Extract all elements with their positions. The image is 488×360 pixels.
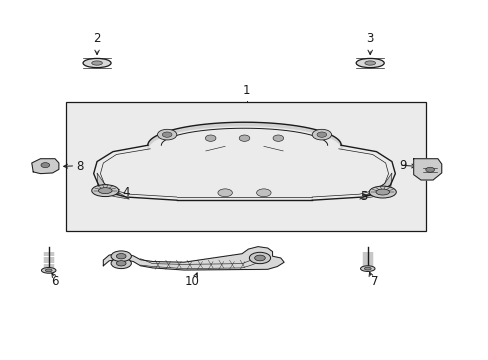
Ellipse shape (425, 167, 434, 172)
Ellipse shape (256, 189, 270, 197)
Ellipse shape (311, 129, 331, 140)
Ellipse shape (364, 61, 375, 65)
Polygon shape (97, 173, 129, 199)
Ellipse shape (157, 129, 177, 140)
Ellipse shape (239, 135, 249, 141)
Ellipse shape (111, 251, 131, 261)
Text: 5: 5 (360, 190, 367, 203)
Ellipse shape (83, 58, 111, 68)
Ellipse shape (98, 188, 112, 194)
Text: 6: 6 (51, 275, 59, 288)
Ellipse shape (205, 135, 216, 141)
Ellipse shape (272, 135, 283, 141)
Ellipse shape (368, 186, 395, 198)
Ellipse shape (249, 252, 270, 264)
Ellipse shape (45, 269, 52, 272)
Ellipse shape (92, 185, 119, 197)
Ellipse shape (218, 189, 232, 197)
Ellipse shape (111, 258, 131, 269)
Text: 2: 2 (93, 32, 101, 45)
Ellipse shape (116, 253, 126, 259)
Polygon shape (413, 159, 441, 180)
Text: 7: 7 (370, 275, 378, 288)
Ellipse shape (375, 189, 389, 195)
Ellipse shape (92, 61, 102, 65)
Ellipse shape (360, 266, 374, 271)
Text: 10: 10 (184, 275, 199, 288)
Ellipse shape (254, 255, 265, 261)
Polygon shape (32, 159, 59, 174)
Ellipse shape (162, 132, 172, 137)
Ellipse shape (364, 267, 370, 270)
Ellipse shape (41, 163, 50, 168)
Text: 8: 8 (76, 160, 83, 173)
Ellipse shape (316, 132, 326, 137)
Text: 3: 3 (366, 32, 373, 45)
Text: 9: 9 (398, 159, 406, 172)
Polygon shape (359, 173, 391, 199)
Ellipse shape (41, 267, 56, 273)
Bar (65, 102, 425, 231)
Text: 4: 4 (122, 186, 130, 199)
Polygon shape (103, 247, 284, 270)
Ellipse shape (355, 58, 384, 68)
Ellipse shape (116, 261, 126, 266)
Text: 1: 1 (243, 84, 250, 97)
